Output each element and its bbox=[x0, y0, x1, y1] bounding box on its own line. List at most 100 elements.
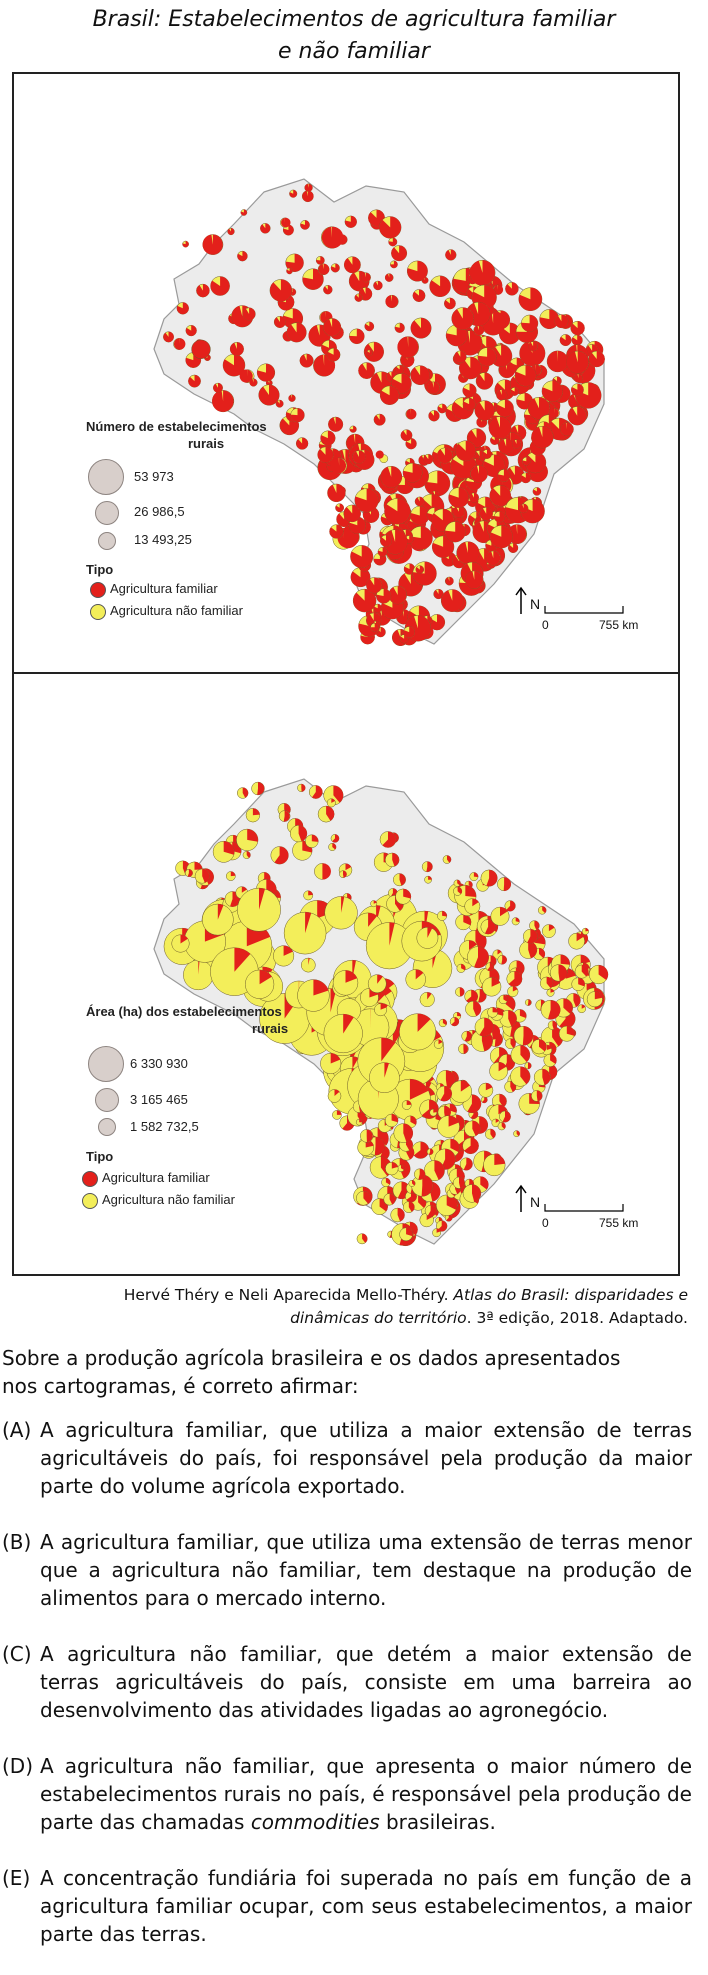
pie-slice-familiar bbox=[427, 1205, 437, 1217]
pie-slice-familiar bbox=[210, 276, 230, 296]
pie-slice-familiar bbox=[410, 1115, 417, 1125]
type-title: Tipo bbox=[86, 562, 114, 577]
pie-slice-familiar bbox=[286, 322, 307, 343]
pie-slice-familiar bbox=[447, 855, 452, 863]
pie-slice-familiar bbox=[510, 387, 519, 396]
pie-slice-familiar bbox=[485, 1083, 493, 1091]
pie-slice-familiar bbox=[385, 295, 399, 308]
pie-slice-familiar bbox=[408, 1201, 415, 1212]
size-label-large: 6 330 930 bbox=[130, 1056, 188, 1071]
pie-slice-familiar bbox=[463, 914, 472, 926]
pie-slice-familiar bbox=[345, 863, 352, 871]
pie-slice-familiar bbox=[464, 1031, 472, 1042]
pie-slice-familiar bbox=[519, 503, 529, 513]
pie-slice-familiar bbox=[335, 503, 344, 512]
pie-slice-familiar bbox=[332, 843, 337, 850]
type-label-nao-familiar: Agricultura não familiar bbox=[102, 1192, 235, 1207]
pie-slice-familiar bbox=[343, 870, 347, 878]
pie-slice-familiar bbox=[375, 450, 384, 459]
pie-slice-familiar bbox=[534, 920, 540, 931]
north-label: N bbox=[530, 596, 541, 612]
pie-slice-familiar bbox=[519, 340, 546, 367]
pie-slice-familiar bbox=[499, 1094, 507, 1108]
pie-slice-familiar bbox=[539, 948, 545, 959]
legend-title-line2: rurais bbox=[252, 1021, 289, 1036]
pie-slice-familiar bbox=[239, 369, 253, 383]
pie-slice-familiar bbox=[330, 1053, 341, 1064]
pie-slice-familiar bbox=[445, 576, 454, 586]
pie-slice-familiar bbox=[417, 1013, 431, 1032]
pie-slice-familiar bbox=[344, 256, 361, 274]
pie-slice-familiar bbox=[289, 189, 297, 198]
pie-slice-familiar bbox=[259, 888, 265, 910]
pie-slice-familiar bbox=[469, 260, 495, 286]
pie-slice-familiar bbox=[242, 787, 249, 798]
pie-slice-familiar bbox=[260, 223, 271, 234]
pie-slice-familiar bbox=[496, 389, 508, 401]
pie-slice-familiar bbox=[547, 350, 569, 372]
pie-slice-familiar bbox=[312, 785, 323, 799]
figure-title-line1: Brasil: Estabelecimentos de agricultura … bbox=[92, 7, 616, 32]
pie-slice-familiar bbox=[446, 1214, 453, 1222]
pie-slice-familiar bbox=[466, 989, 478, 1004]
size-symbol-small bbox=[98, 1118, 116, 1136]
pie-slice-familiar bbox=[352, 450, 366, 464]
pie-slice-familiar bbox=[479, 1017, 494, 1037]
pie-slice-familiar bbox=[281, 217, 291, 228]
option-letter: (A) bbox=[2, 1418, 32, 1442]
source-line1: Hervé Théry e Neli Aparecida Mello-Théry… bbox=[123, 1286, 688, 1304]
pie-slice-familiar bbox=[548, 1000, 561, 1020]
pie-slice-familiar bbox=[373, 604, 382, 613]
pie-slice-familiar bbox=[358, 362, 375, 379]
pie-slice-familiar bbox=[180, 934, 188, 944]
pie-slice-familiar bbox=[237, 251, 248, 262]
pie-slice-familiar bbox=[380, 1003, 387, 1010]
pie-slice-familiar bbox=[527, 397, 550, 420]
type-label-nao-familiar: Agricultura não familiar bbox=[110, 603, 243, 618]
pie-slice-familiar bbox=[594, 991, 603, 1000]
pie-slice-familiar bbox=[388, 586, 407, 604]
pie-slice-familiar bbox=[454, 350, 467, 363]
pie-slice-familiar bbox=[185, 325, 197, 336]
pie-slice-familiar bbox=[522, 1026, 534, 1046]
pie-slice-familiar bbox=[472, 1120, 481, 1136]
pie-slice-familiar bbox=[437, 1220, 448, 1232]
pie-slice-familiar bbox=[259, 969, 272, 985]
pie-slice-familiar bbox=[405, 438, 417, 450]
pie-slice-familiar bbox=[350, 545, 373, 568]
pie-slice-familiar bbox=[493, 284, 504, 295]
pie-slice-familiar bbox=[501, 955, 507, 965]
pie-slice-familiar bbox=[406, 1227, 413, 1237]
size-symbol-small bbox=[98, 532, 116, 550]
option-text: A agricultura não familiar, que apresent… bbox=[40, 1754, 692, 1834]
pie-slice-familiar bbox=[258, 384, 280, 406]
option-text: A concentração fundiária foi superada no… bbox=[40, 1866, 692, 1946]
pie-slice-familiar bbox=[506, 900, 516, 912]
pie-slice-familiar bbox=[403, 1123, 413, 1143]
pie-slice-familiar bbox=[546, 976, 554, 989]
pie-slice-familiar bbox=[505, 282, 519, 296]
pie-slice-familiar bbox=[246, 851, 251, 858]
pie-slice-familiar bbox=[409, 526, 433, 550]
pie-slice-familiar bbox=[541, 380, 563, 402]
pie-slice-familiar bbox=[257, 782, 265, 795]
pie-slice-familiar bbox=[391, 373, 412, 394]
pie-slice-familiar bbox=[401, 1164, 405, 1170]
pie-slice-familiar bbox=[490, 1128, 496, 1139]
pie-slice-familiar bbox=[313, 979, 329, 996]
pie-slice-familiar bbox=[344, 215, 357, 228]
pie-slice-familiar bbox=[354, 488, 379, 513]
pie-slice-familiar bbox=[437, 403, 447, 414]
pie-slice-familiar bbox=[379, 216, 402, 239]
size-symbol-medium bbox=[95, 501, 119, 525]
pie-slice-familiar bbox=[176, 302, 189, 315]
pie-slice-familiar bbox=[308, 890, 313, 896]
pie-slice-familiar bbox=[301, 784, 306, 792]
pie-slice-familiar bbox=[527, 999, 532, 1006]
pie-slice-familiar bbox=[354, 293, 363, 302]
pie-slice-familiar bbox=[453, 505, 465, 518]
pie-slice-familiar bbox=[559, 334, 572, 346]
pie-slice-familiar bbox=[495, 1118, 500, 1123]
pie-slice-familiar bbox=[494, 511, 505, 523]
pie-slice-familiar bbox=[528, 341, 538, 351]
